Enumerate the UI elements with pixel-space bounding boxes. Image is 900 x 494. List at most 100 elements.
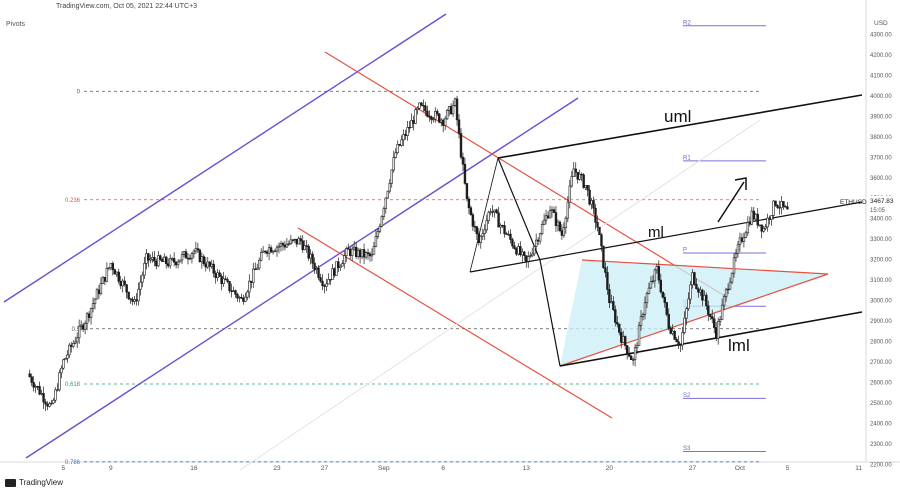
candle-body[interactable] xyxy=(521,251,524,256)
candle-body[interactable] xyxy=(398,144,401,146)
candle-body[interactable] xyxy=(354,246,358,257)
candle-body[interactable] xyxy=(566,201,570,219)
candle-body[interactable] xyxy=(574,168,577,173)
candle-body[interactable] xyxy=(325,283,328,287)
candle-body[interactable] xyxy=(68,344,71,356)
candle-body[interactable] xyxy=(550,209,554,211)
candle-body[interactable] xyxy=(263,250,267,253)
pitchfork-median-line[interactable] xyxy=(469,201,863,273)
candle-body[interactable] xyxy=(592,200,595,209)
candle-body[interactable] xyxy=(378,225,382,232)
candle-body[interactable] xyxy=(744,232,748,238)
candle-body[interactable] xyxy=(230,290,233,292)
candle-body[interactable] xyxy=(461,156,465,165)
candle-body[interactable] xyxy=(762,227,765,232)
candle-body[interactable] xyxy=(485,220,488,231)
candle-body[interactable] xyxy=(629,355,633,360)
candle-body[interactable] xyxy=(319,277,322,282)
candle-body[interactable] xyxy=(163,256,166,262)
candle-body[interactable] xyxy=(707,305,710,315)
candle-body[interactable] xyxy=(127,291,130,299)
candle-body[interactable] xyxy=(259,252,263,261)
candle-body[interactable] xyxy=(206,261,209,268)
candle-body[interactable] xyxy=(210,263,213,267)
candle-body[interactable] xyxy=(265,251,269,254)
candle-body[interactable] xyxy=(380,216,384,227)
candle-body[interactable] xyxy=(317,268,320,278)
candle-body[interactable] xyxy=(216,272,219,279)
candle-body[interactable] xyxy=(509,233,512,240)
candle-body[interactable] xyxy=(200,256,204,263)
candle-body[interactable] xyxy=(786,206,789,210)
candle-body[interactable] xyxy=(350,248,354,256)
candle-body[interactable] xyxy=(194,248,198,252)
candle-body[interactable] xyxy=(64,357,67,361)
candle-body[interactable] xyxy=(671,330,674,334)
candle-body[interactable] xyxy=(748,222,752,225)
candle-body[interactable] xyxy=(722,296,726,306)
candle-body[interactable] xyxy=(534,239,538,247)
candle-body[interactable] xyxy=(293,238,297,241)
candle-body[interactable] xyxy=(81,324,85,330)
candle-body[interactable] xyxy=(58,372,61,391)
candle-body[interactable] xyxy=(250,280,253,283)
candle-body[interactable] xyxy=(618,323,621,333)
candle-body[interactable] xyxy=(594,207,597,223)
candle-body[interactable] xyxy=(772,200,775,216)
candle-body[interactable] xyxy=(149,258,152,261)
candle-body[interactable] xyxy=(649,281,653,289)
candle-body[interactable] xyxy=(647,287,651,294)
candle-body[interactable] xyxy=(133,299,136,302)
candle-body[interactable] xyxy=(107,267,111,269)
candle-body[interactable] xyxy=(525,255,528,262)
candle-body[interactable] xyxy=(408,127,411,129)
candle-body[interactable] xyxy=(463,163,467,184)
candle-body[interactable] xyxy=(48,403,51,407)
candle-body[interactable] xyxy=(623,336,627,346)
candle-body[interactable] xyxy=(604,267,607,273)
candle-body[interactable] xyxy=(416,107,419,111)
candle-body[interactable] xyxy=(54,389,57,401)
candle-body[interactable] xyxy=(645,293,649,304)
candle-body[interactable] xyxy=(345,248,348,256)
candle-body[interactable] xyxy=(147,253,150,261)
candle-body[interactable] xyxy=(331,268,334,280)
candle-body[interactable] xyxy=(467,198,471,209)
candle-body[interactable] xyxy=(50,402,53,405)
candle-body[interactable] xyxy=(44,401,47,405)
candle-body[interactable] xyxy=(578,173,581,180)
candle-body[interactable] xyxy=(56,389,59,391)
candle-body[interactable] xyxy=(742,237,746,242)
candle-body[interactable] xyxy=(204,263,207,268)
candle-body[interactable] xyxy=(544,215,548,221)
candle-body[interactable] xyxy=(412,120,415,124)
candle-body[interactable] xyxy=(441,119,445,126)
candle-body[interactable] xyxy=(491,211,494,213)
candle-body[interactable] xyxy=(760,224,763,232)
candle-body[interactable] xyxy=(323,285,326,287)
candle-body[interactable] xyxy=(190,253,194,259)
candle-body[interactable] xyxy=(602,245,605,268)
candle-body[interactable] xyxy=(778,207,781,209)
candle-body[interactable] xyxy=(540,224,544,235)
candle-body[interactable] xyxy=(620,332,623,343)
candle-body[interactable] xyxy=(62,359,65,369)
candle-body[interactable] xyxy=(469,207,473,215)
candle-body[interactable] xyxy=(28,373,31,378)
candle-body[interactable] xyxy=(697,288,700,293)
candle-body[interactable] xyxy=(358,249,362,258)
candle-body[interactable] xyxy=(117,271,120,282)
candle-body[interactable] xyxy=(254,268,257,271)
candle-body[interactable] xyxy=(321,280,324,287)
candle-body[interactable] xyxy=(291,239,295,241)
candle-body[interactable] xyxy=(402,134,405,141)
candle-body[interactable] xyxy=(109,263,113,269)
candle-body[interactable] xyxy=(242,297,245,302)
candle-body[interactable] xyxy=(614,309,617,323)
candle-body[interactable] xyxy=(131,299,134,302)
candle-body[interactable] xyxy=(481,233,484,237)
candle-body[interactable] xyxy=(161,259,164,262)
candle-body[interactable] xyxy=(178,259,182,263)
candle-body[interactable] xyxy=(673,330,676,340)
